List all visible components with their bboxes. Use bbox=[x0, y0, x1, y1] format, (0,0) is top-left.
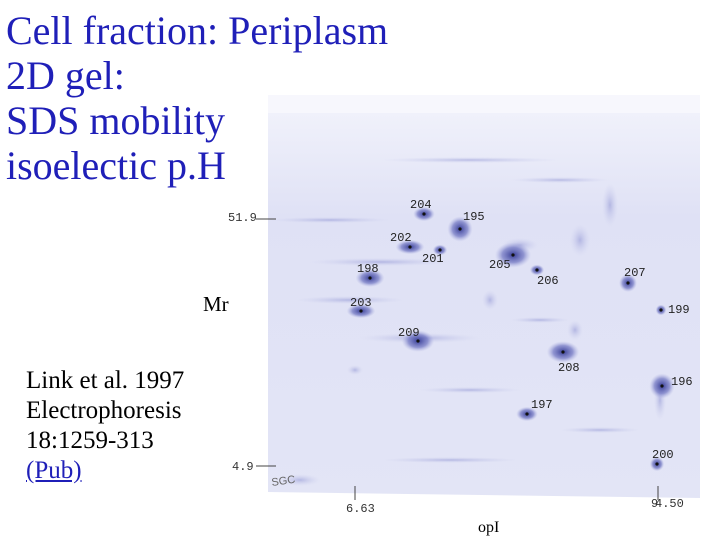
spot-label-199: 199 bbox=[668, 303, 690, 317]
spot-label-202: 202 bbox=[390, 231, 412, 245]
spot-label-206: 206 bbox=[537, 274, 559, 288]
mr-bottom-value: 4.9 bbox=[232, 460, 254, 474]
spot-marker-198 bbox=[368, 276, 372, 280]
spot-marker-203 bbox=[359, 309, 363, 313]
pi-axis-label: opI bbox=[478, 519, 500, 536]
citation: Link et al. 1997 Electrophoresis 18:1259… bbox=[26, 366, 184, 486]
citation-volume: 18:1259-313 bbox=[26, 427, 154, 454]
spot-marker-208 bbox=[561, 350, 565, 354]
mr-top-value: 51.9 bbox=[228, 211, 257, 225]
spot-label-198: 198 bbox=[357, 262, 379, 276]
spot-marker-196 bbox=[660, 384, 664, 388]
spot-label-195: 195 bbox=[463, 210, 485, 224]
spot-label-201: 201 bbox=[422, 252, 444, 266]
spot-marker-209 bbox=[416, 339, 420, 343]
pi-right-overlap: 9 bbox=[651, 497, 659, 511]
spot-label-209: 209 bbox=[398, 326, 420, 340]
spot-marker-205 bbox=[511, 253, 515, 257]
title-line-2: 2D gel: bbox=[6, 53, 125, 98]
spot-label-200: 200 bbox=[652, 448, 674, 462]
spot-label-205: 205 bbox=[489, 258, 511, 272]
pubmed-link[interactable]: (Pub) bbox=[26, 457, 82, 484]
citation-journal: Electrophoresis bbox=[26, 397, 182, 424]
spot-label-197: 197 bbox=[531, 398, 553, 412]
spot-marker-204 bbox=[422, 212, 426, 216]
spot-marker-195 bbox=[458, 227, 462, 231]
pi-left-value: 6.63 bbox=[346, 502, 375, 516]
spot-label-204: 204 bbox=[410, 198, 432, 212]
spot-marker-206 bbox=[535, 268, 539, 272]
mr-axis-label: Mr bbox=[203, 292, 229, 316]
gel-spots: 204 195 202 201 198 205 206 207 203 199 209 208 196 1… bbox=[346, 198, 693, 472]
slide-title: Cell fraction: Periplasm 2D gel: SDS mob… bbox=[6, 8, 388, 188]
spot-label-208: 208 bbox=[558, 361, 580, 375]
gel-corner-text: SGC bbox=[271, 474, 296, 489]
spot-marker-207 bbox=[626, 281, 630, 285]
title-line-3: SDS mobility bbox=[6, 98, 225, 143]
spot-marker-202 bbox=[408, 245, 412, 249]
title-line-1: Cell fraction: Periplasm bbox=[6, 8, 389, 53]
spot-marker-201 bbox=[438, 248, 442, 252]
spot-label-196: 196 bbox=[671, 375, 693, 389]
pi-right-value: 4.50 bbox=[655, 497, 684, 511]
spot-label-203: 203 bbox=[350, 296, 372, 310]
spot-label-207: 207 bbox=[624, 266, 646, 280]
spot-marker-200 bbox=[655, 462, 659, 466]
spot-marker-199 bbox=[659, 308, 663, 312]
title-line-4: isoelectic p.H bbox=[6, 143, 226, 188]
spot-marker-197 bbox=[525, 412, 529, 416]
citation-authors: Link et al. 1997 bbox=[26, 367, 185, 394]
